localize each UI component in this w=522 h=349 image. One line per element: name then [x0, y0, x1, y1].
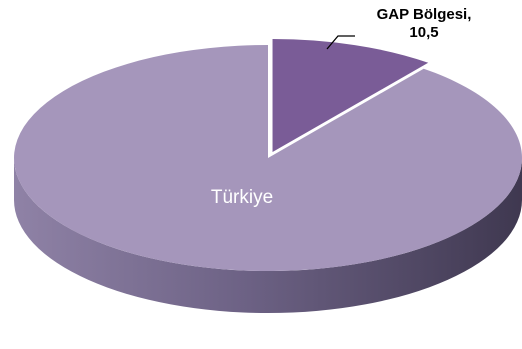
callout-label-line1: GAP Bölgesi, [377, 6, 472, 23]
callout-leader-line [326, 35, 355, 50]
callout-label-line2: 10,5 [409, 24, 438, 41]
pie-slice-turkiye [14, 45, 522, 271]
pie-slice-gap-bolgesi [272, 39, 429, 153]
pie-slice-side-turkiye [14, 158, 522, 313]
slice-label-turkiye: Türkiye [211, 187, 273, 208]
